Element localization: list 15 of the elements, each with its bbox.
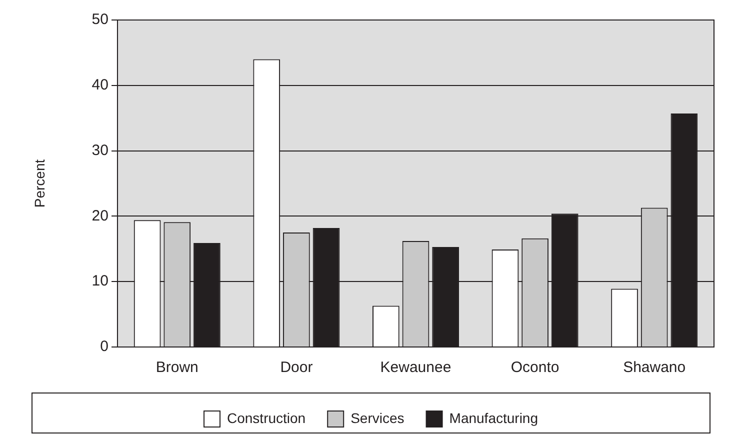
x-tick-label: Door — [280, 359, 313, 376]
y-tick-label: 40 — [92, 76, 108, 94]
x-tick-label: Shawano — [623, 359, 686, 376]
y-tick-label: 30 — [92, 142, 108, 159]
x-tick-label: Oconto — [510, 359, 560, 376]
legend-label: Construction — [227, 410, 306, 426]
x-tick-label: Kewaunee — [380, 359, 452, 376]
legend-label: Services — [350, 410, 404, 426]
y-axis-title: Percent — [31, 159, 48, 208]
y-tick-label: 0 — [100, 338, 108, 356]
y-tick-label: 10 — [92, 272, 108, 290]
y-tick-label: 20 — [92, 207, 108, 224]
legend-label: Manufacturing — [449, 410, 538, 426]
y-tick-label: 50 — [92, 11, 108, 28]
x-tick-label: Brown — [156, 359, 198, 376]
